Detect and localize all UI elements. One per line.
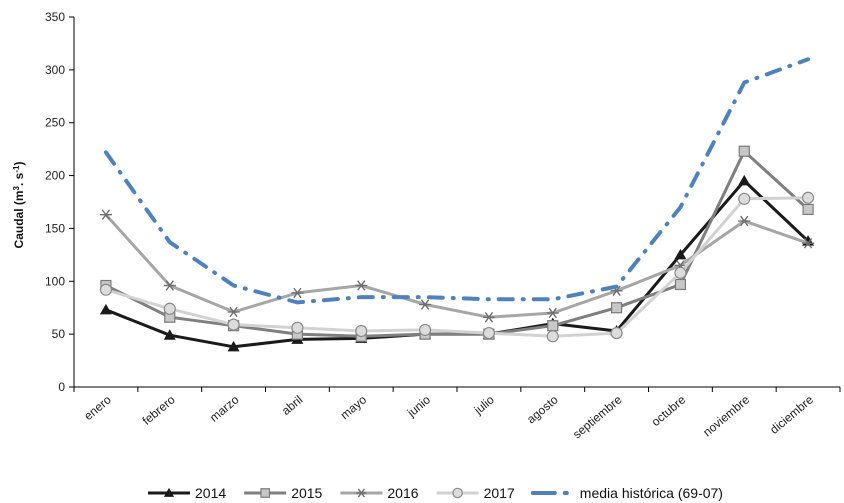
data-point bbox=[738, 145, 750, 157]
x-tick-label: abril bbox=[279, 393, 305, 418]
data-point bbox=[163, 280, 176, 291]
series-line bbox=[103, 57, 811, 305]
y-axis-title: Caudal (m3. s-1) bbox=[12, 162, 26, 249]
legend: 2014 2015 2016 2017 media histórica (69-07) bbox=[148, 485, 723, 501]
legend-label: 2014 bbox=[195, 485, 226, 501]
data-point bbox=[674, 266, 687, 279]
y-tick-label: 200 bbox=[45, 169, 65, 183]
y-tick-label: 350 bbox=[45, 10, 65, 24]
y-tick-label: 250 bbox=[45, 116, 65, 130]
data-point bbox=[419, 299, 432, 310]
y-tick-label: 50 bbox=[52, 327, 66, 341]
data-point bbox=[802, 203, 814, 215]
legend-item: 2016 bbox=[340, 485, 419, 501]
series-line bbox=[104, 213, 809, 319]
x-tick-label: febrero bbox=[140, 392, 178, 427]
series bbox=[99, 191, 815, 343]
series-layer bbox=[99, 57, 815, 352]
data-point bbox=[610, 326, 623, 340]
x-tick-label: octubre bbox=[649, 392, 689, 429]
data-point bbox=[546, 330, 559, 343]
series bbox=[99, 174, 815, 352]
data-point bbox=[355, 324, 368, 338]
data-point bbox=[260, 488, 271, 498]
data-point bbox=[801, 191, 815, 204]
data-point bbox=[452, 487, 463, 499]
data-point bbox=[163, 302, 176, 315]
data-point bbox=[356, 488, 367, 498]
data-point bbox=[163, 487, 175, 497]
data-point bbox=[546, 307, 559, 319]
data-point bbox=[482, 326, 496, 340]
data-point bbox=[418, 323, 432, 337]
legend-item: 2017 bbox=[436, 485, 515, 501]
data-point bbox=[355, 280, 368, 291]
y-tick-label: 100 bbox=[45, 274, 65, 288]
x-axis: enero febrero marzo abril mayo junio julio agos… bbox=[73, 386, 841, 441]
data-point bbox=[227, 318, 240, 331]
data-point bbox=[99, 283, 113, 296]
data-point bbox=[227, 340, 240, 352]
x-tick-label: diciembre bbox=[767, 392, 816, 436]
legend-label: media histórica (69-07) bbox=[580, 485, 723, 501]
y-tick-label: 300 bbox=[45, 63, 65, 77]
data-point bbox=[291, 287, 304, 299]
data-point bbox=[738, 174, 751, 186]
legend-label: 2015 bbox=[291, 485, 322, 501]
legend-label: 2017 bbox=[484, 485, 515, 501]
x-tick-label: mayo bbox=[338, 392, 370, 422]
data-point bbox=[610, 302, 623, 314]
data-point bbox=[802, 238, 815, 249]
legend-item: 2014 bbox=[148, 485, 226, 501]
data-point bbox=[163, 329, 176, 340]
data-point bbox=[99, 303, 112, 315]
series-line bbox=[105, 149, 810, 338]
data-point bbox=[227, 306, 240, 318]
x-tick-label: septiembre bbox=[570, 392, 625, 441]
y-tick-label: 150 bbox=[45, 221, 65, 235]
x-tick-label: julio bbox=[471, 392, 497, 417]
x-tick-label: junio bbox=[404, 392, 433, 420]
data-point bbox=[738, 215, 751, 227]
y-tick-label: 0 bbox=[58, 380, 65, 394]
data-point bbox=[291, 321, 304, 334]
data-point bbox=[674, 248, 687, 260]
legend-item: media histórica (69-07) bbox=[530, 485, 723, 501]
series bbox=[99, 209, 815, 323]
data-point bbox=[674, 278, 687, 291]
data-point bbox=[547, 320, 559, 332]
data-point bbox=[482, 312, 495, 323]
y-axis: 0 50 100 150 200 250 300 350 bbox=[45, 10, 75, 394]
x-tick-label: noviembre bbox=[700, 392, 752, 439]
x-tick-label: marzo bbox=[207, 392, 242, 424]
legend-label: 2016 bbox=[387, 485, 418, 501]
legend-item: 2015 bbox=[244, 485, 323, 501]
x-tick-label: enero bbox=[81, 392, 114, 423]
x-tick-label: agosto bbox=[524, 392, 561, 426]
data-point bbox=[738, 192, 751, 205]
series bbox=[103, 57, 811, 305]
data-point bbox=[99, 209, 112, 220]
series-line bbox=[105, 196, 809, 338]
